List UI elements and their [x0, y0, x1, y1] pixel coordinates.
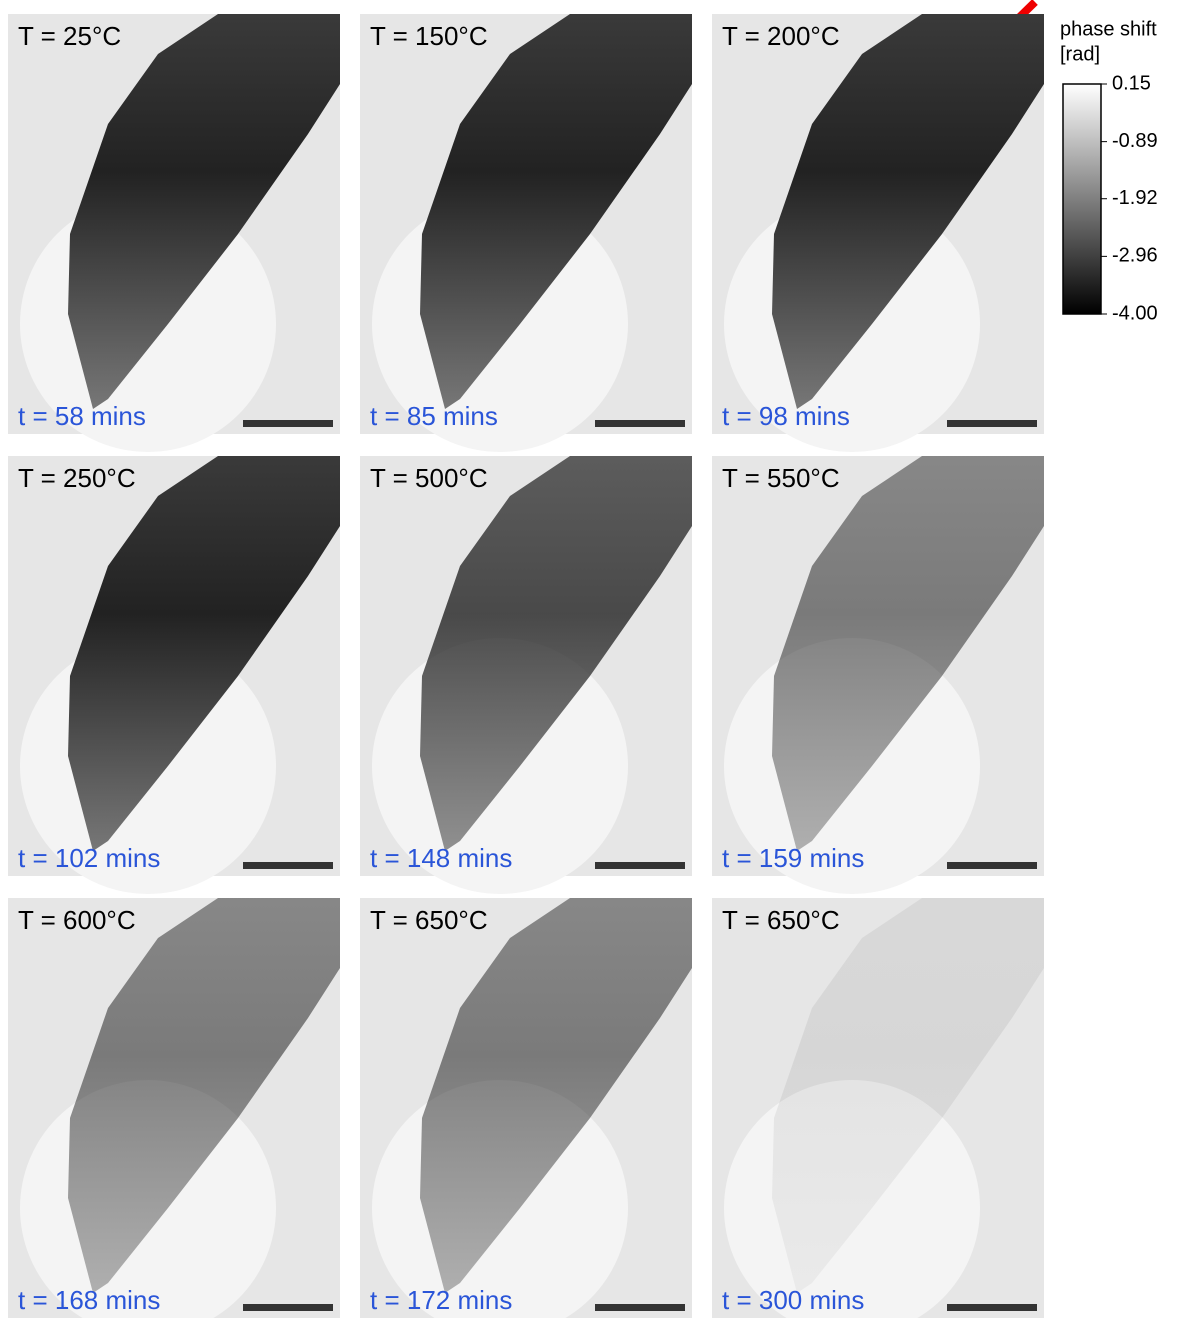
- colorbar: [1063, 84, 1101, 314]
- colorbar-tick-label: -1.92: [1112, 187, 1158, 209]
- panel: T = 500°C t = 148 mins: [360, 456, 692, 894]
- scale-bar: [595, 862, 685, 869]
- colorbar-title: phase shift: [1060, 18, 1157, 40]
- time-label: t = 300 mins: [722, 1285, 864, 1315]
- scale-bar: [947, 862, 1037, 869]
- time-label: t = 172 mins: [370, 1285, 512, 1315]
- panel: T = 150°C t = 85 mins: [360, 14, 692, 452]
- temperature-label: T = 600°C: [18, 905, 136, 935]
- temperature-label: T = 200°C: [722, 21, 840, 51]
- panel: T = 650°C t = 172 mins: [360, 898, 692, 1318]
- scale-bar: [243, 1304, 333, 1311]
- temperature-label: T = 650°C: [370, 905, 488, 935]
- temperature-label: T = 550°C: [722, 463, 840, 493]
- colorbar-tick-label: -2.96: [1112, 245, 1158, 267]
- colorbar-unit: [rad]: [1060, 43, 1100, 65]
- time-label: t = 98 mins: [722, 401, 850, 431]
- temperature-label: T = 25°C: [18, 21, 121, 51]
- time-label: t = 148 mins: [370, 843, 512, 873]
- scale-bar: [243, 420, 333, 427]
- time-label: t = 58 mins: [18, 401, 146, 431]
- scale-bar: [243, 862, 333, 869]
- scale-bar: [947, 1304, 1037, 1311]
- scale-bar: [595, 1304, 685, 1311]
- colorbar-tick-label: 0.15: [1112, 72, 1151, 94]
- time-label: t = 102 mins: [18, 843, 160, 873]
- figure: phase shift [rad] T = 25°Ct = 58 minsT =…: [0, 0, 1184, 1318]
- temperature-label: T = 250°C: [18, 463, 136, 493]
- colorbar-tick-label: -0.89: [1112, 130, 1158, 152]
- colorbar-tick-label: -4.00: [1112, 302, 1158, 324]
- panel: T = 650°C t = 300 mins: [712, 898, 1044, 1318]
- panel: T = 200°C t = 98 mins: [712, 14, 1044, 452]
- panel: T = 25°C t = 58 mins: [8, 14, 340, 452]
- temperature-label: T = 150°C: [370, 21, 488, 51]
- panel: T = 550°C t = 159 mins: [712, 456, 1044, 894]
- temperature-label: T = 500°C: [370, 463, 488, 493]
- scale-bar: [947, 420, 1037, 427]
- temperature-label: T = 650°C: [722, 905, 840, 935]
- time-label: t = 159 mins: [722, 843, 864, 873]
- time-label: t = 168 mins: [18, 1285, 160, 1315]
- time-label: t = 85 mins: [370, 401, 498, 431]
- panel: T = 250°C t = 102 mins: [8, 456, 340, 894]
- scale-bar: [595, 420, 685, 427]
- panel: T = 600°C t = 168 mins: [8, 898, 340, 1318]
